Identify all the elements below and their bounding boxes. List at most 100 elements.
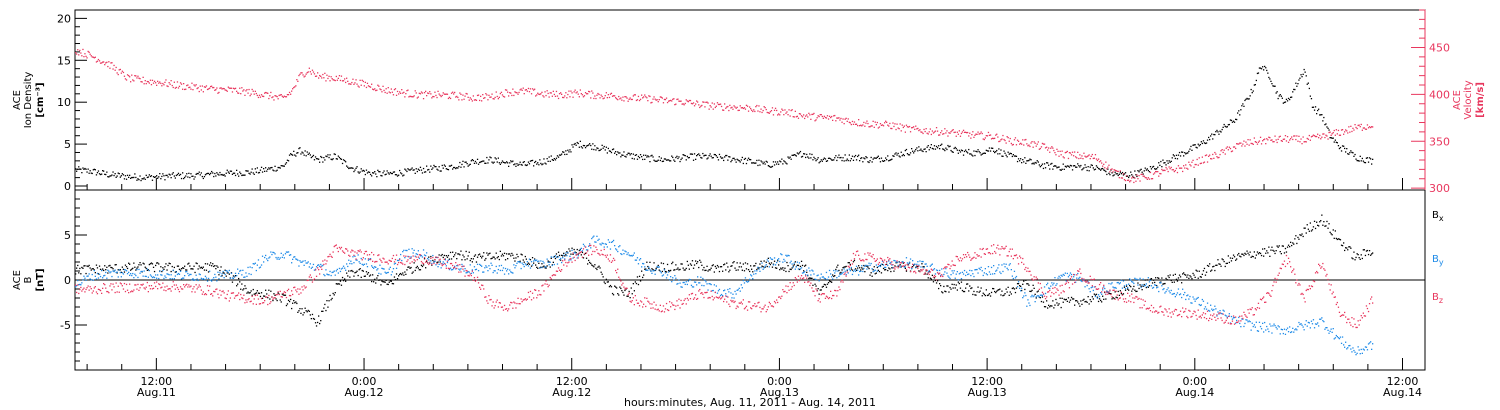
b-y-point xyxy=(874,269,876,271)
b-x-point xyxy=(867,266,869,268)
density-point xyxy=(1372,158,1374,160)
density-point xyxy=(97,170,100,172)
b-y-point xyxy=(1005,263,1007,265)
density-point xyxy=(429,171,431,173)
b-x-point xyxy=(668,269,670,272)
velocity-point xyxy=(107,65,109,68)
density-point xyxy=(595,149,597,151)
b-y-point xyxy=(1121,287,1124,289)
density-point xyxy=(697,154,699,156)
velocity-point xyxy=(955,135,957,137)
density-point xyxy=(598,149,600,152)
density-point xyxy=(796,152,798,154)
density-point xyxy=(384,174,386,176)
b-y-point xyxy=(318,264,320,266)
density-point xyxy=(466,163,468,165)
velocity-point xyxy=(363,85,365,87)
b-x-point xyxy=(1042,301,1045,303)
density-point xyxy=(1043,163,1046,165)
b-y-point xyxy=(769,257,771,259)
density-point xyxy=(480,161,482,163)
density-point xyxy=(859,160,861,162)
b-y-point xyxy=(278,258,280,260)
density-point xyxy=(995,151,997,153)
b-x-point xyxy=(982,292,984,294)
density-point xyxy=(1206,139,1209,141)
b-y-point xyxy=(490,262,492,264)
density-point xyxy=(579,140,581,142)
density-point xyxy=(926,146,928,148)
density-point xyxy=(124,175,127,177)
density-point xyxy=(437,169,439,171)
b-x-point xyxy=(445,255,447,257)
density-point xyxy=(886,159,888,161)
b-x-point xyxy=(1286,246,1289,248)
b-y-point xyxy=(790,260,792,262)
b-y-point xyxy=(210,279,212,281)
velocity-point xyxy=(432,95,434,98)
b-x-point xyxy=(213,265,215,268)
b-x-point xyxy=(589,261,591,264)
b-x-point xyxy=(542,266,544,268)
b-x-point xyxy=(1319,221,1321,223)
velocity-point xyxy=(949,132,951,134)
b-x-point xyxy=(1003,294,1005,296)
density-point xyxy=(1208,136,1210,139)
density-point xyxy=(1363,161,1365,164)
b-x-point xyxy=(1029,290,1031,292)
b-x-point xyxy=(241,283,243,285)
velocity-point xyxy=(1218,156,1220,159)
density-point xyxy=(738,160,740,162)
b-x-point xyxy=(844,266,846,268)
density-point xyxy=(1210,135,1212,137)
velocity-point xyxy=(1304,141,1306,143)
b-y-point xyxy=(534,259,536,261)
density-point xyxy=(963,150,966,153)
velocity-point xyxy=(1029,145,1031,148)
b-x-point xyxy=(935,282,938,284)
velocity-point xyxy=(1058,155,1060,157)
b-x-point xyxy=(1240,256,1242,258)
b-x-point xyxy=(716,264,719,267)
density-point xyxy=(503,162,506,164)
b-x-point xyxy=(881,263,884,266)
density-point xyxy=(727,159,729,161)
velocity-point xyxy=(683,104,685,106)
b-x-point xyxy=(364,275,366,277)
b-y-point xyxy=(1091,286,1093,288)
density-point xyxy=(647,155,649,157)
density-point xyxy=(240,172,242,175)
velocity-point xyxy=(529,88,532,90)
density-point xyxy=(1284,101,1287,103)
velocity-point xyxy=(1067,157,1070,160)
b-y-point xyxy=(1025,294,1027,297)
b-y-point xyxy=(1031,294,1033,296)
velocity-point xyxy=(303,76,305,78)
b-x-point xyxy=(443,254,445,257)
b-y-point xyxy=(768,266,770,268)
b-x-point xyxy=(671,262,673,265)
b-y-point xyxy=(812,270,814,272)
b-y-point xyxy=(738,287,740,289)
velocity-point xyxy=(649,95,651,98)
velocity-point xyxy=(1271,139,1273,141)
b-x-point xyxy=(722,270,724,272)
velocity-point xyxy=(1011,144,1013,146)
b-x-point xyxy=(835,268,837,271)
b-x-point xyxy=(534,258,536,260)
velocity-point xyxy=(1088,154,1090,156)
velocity-point xyxy=(434,91,436,93)
density-point xyxy=(413,169,415,171)
b-x-point xyxy=(1200,276,1202,278)
density-point xyxy=(435,166,437,168)
b-x-point xyxy=(609,284,612,287)
b-y-point xyxy=(670,276,672,278)
x-tick-date-label: Aug.14 xyxy=(1383,386,1422,399)
density-point xyxy=(709,153,711,155)
velocity-point xyxy=(1306,137,1308,140)
velocity-point xyxy=(616,98,618,100)
b-y-point xyxy=(79,283,81,286)
velocity-point xyxy=(1213,157,1215,159)
velocity-point xyxy=(873,126,875,128)
density-point xyxy=(1152,165,1155,168)
